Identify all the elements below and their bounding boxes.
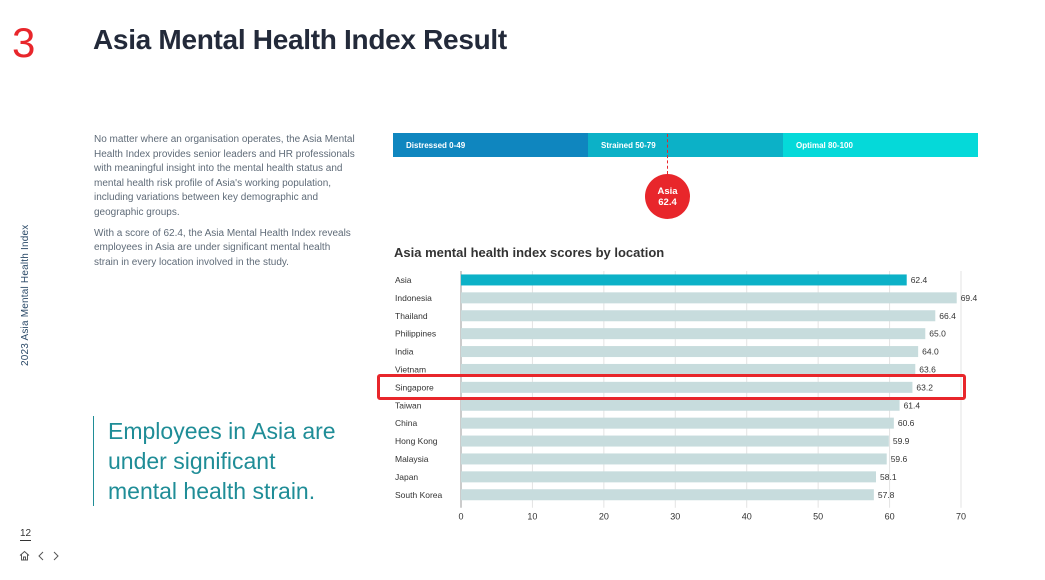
page-title: Asia Mental Health Index Result (93, 24, 507, 55)
category-label: Singapore (395, 382, 434, 392)
data-label: 58.1 (880, 472, 897, 482)
bar (461, 346, 919, 358)
section-number: 3 (12, 19, 36, 66)
category-label: Japan (395, 472, 418, 482)
bar (461, 489, 874, 501)
data-label: 61.4 (904, 400, 921, 410)
intro-paragraph-1: No matter where an organisation operates… (94, 134, 355, 218)
chevron-right-icon[interactable] (52, 551, 60, 564)
data-label: 65.0 (929, 329, 946, 339)
category-label: Indonesia (395, 293, 432, 303)
bar (461, 328, 926, 340)
category-label: Thailand (395, 311, 428, 321)
marker-value: 62.4 (658, 196, 677, 208)
intro-text: No matter where an organisation operates… (94, 133, 356, 276)
data-label: 59.9 (893, 436, 910, 446)
category-label: China (395, 418, 417, 428)
band-optimal: Optimal 80-100 (783, 133, 978, 157)
category-label: Hong Kong (395, 436, 438, 446)
x-tick-label: 60 (885, 512, 895, 522)
x-tick-label: 20 (599, 512, 609, 522)
data-label: 59.6 (891, 454, 908, 464)
data-label: 64.0 (922, 347, 939, 357)
category-label: Philippines (395, 329, 436, 339)
category-label: Taiwan (395, 400, 422, 410)
index-range-band: Distressed 0-49 Strained 50-79 Optimal 8… (393, 133, 978, 157)
bar (461, 453, 887, 465)
marker-label: Asia (657, 185, 678, 197)
bar (461, 381, 913, 393)
category-label: Vietnam (395, 364, 426, 374)
x-tick-label: 50 (813, 512, 823, 522)
data-label: 63.6 (919, 364, 936, 374)
singapore-highlight-box (377, 374, 966, 400)
bar (461, 310, 936, 322)
band-strained: Strained 50-79 (588, 133, 783, 157)
marker-line (667, 134, 668, 174)
category-label: Malaysia (395, 454, 429, 464)
chevron-left-icon[interactable] (37, 551, 45, 564)
x-tick-label: 0 (458, 512, 463, 522)
page-nav (19, 550, 60, 564)
data-label: 62.4 (911, 275, 928, 285)
bar (461, 399, 900, 411)
bar (461, 292, 957, 304)
intro-paragraph-2: With a score of 62.4, the Asia Mental He… (94, 227, 351, 268)
bar (461, 471, 876, 483)
page-number: 12 (20, 528, 32, 541)
x-tick-label: 10 (527, 512, 537, 522)
bar (461, 417, 894, 429)
bar (461, 363, 916, 375)
home-icon[interactable] (19, 550, 30, 564)
bar (461, 274, 907, 286)
pull-quote: Employees in Asia are under significant … (93, 416, 348, 506)
band-distressed: Distressed 0-49 (393, 133, 588, 157)
chart-title: Asia mental health index scores by locat… (394, 245, 665, 260)
data-label: 66.4 (939, 311, 956, 321)
bar (461, 435, 889, 447)
data-label: 60.6 (898, 418, 915, 428)
x-tick-label: 70 (956, 512, 966, 522)
x-tick-label: 30 (670, 512, 680, 522)
data-label: 57.8 (878, 490, 895, 500)
data-label: 63.2 (916, 382, 933, 392)
category-label: South Korea (395, 490, 443, 500)
category-label: India (395, 347, 414, 357)
asia-score-marker: Asia 62.4 (645, 174, 690, 219)
category-label: Asia (395, 275, 412, 285)
x-tick-label: 40 (742, 512, 752, 522)
data-label: 69.4 (961, 293, 978, 303)
